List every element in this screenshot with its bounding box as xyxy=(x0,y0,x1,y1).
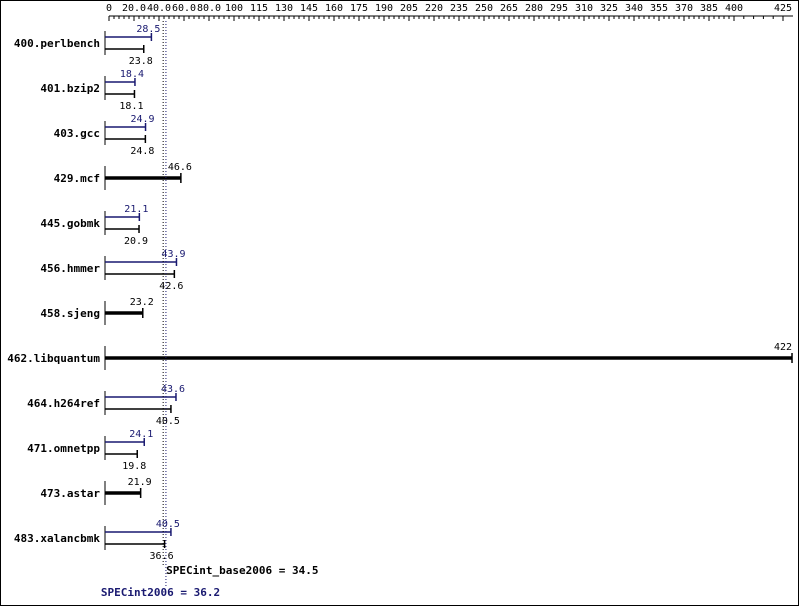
x-tick-label: 425 xyxy=(774,3,792,14)
benchmark-label: 483.xalancbmk xyxy=(14,532,100,545)
peak-summary-label: SPECint2006 = 36.2 xyxy=(101,586,220,599)
benchmark-label: 400.perlbench xyxy=(14,37,100,50)
benchmark-label: 462.libquantum xyxy=(7,352,100,365)
x-tick-label: 310 xyxy=(575,3,593,14)
x-tick-label: 100 xyxy=(225,3,243,14)
x-tick-label: 160 xyxy=(325,3,343,14)
base-value-label: 23.8 xyxy=(129,56,153,67)
base-value-label: 36.6 xyxy=(150,551,174,562)
benchmark-row: 471.omnetpp 24.1 19.8 xyxy=(27,429,153,472)
benchmark-label: 403.gcc xyxy=(54,127,100,140)
x-tick-label: 385 xyxy=(700,3,718,14)
base-value-label: 19.8 xyxy=(122,461,146,472)
benchmark-label: 471.omnetpp xyxy=(27,442,100,455)
base-value-label: 40.5 xyxy=(156,416,180,427)
peak-value-label: 28.5 xyxy=(136,24,160,35)
x-tick-label: 0 xyxy=(106,3,112,14)
x-tick-label: 340 xyxy=(625,3,643,14)
peak-value-label: 40.5 xyxy=(156,519,180,530)
benchmark-row: 400.perlbench 28.5 23.8 xyxy=(14,24,161,67)
peak-value-label: 24.1 xyxy=(129,429,153,440)
benchmark-row: 401.bzip2 18.4 18.1 xyxy=(40,69,144,112)
benchmark-row: 445.gobmk 21.1 20.9 xyxy=(40,204,148,247)
base-value-label: 422 xyxy=(774,342,792,353)
x-tick-label: 370 xyxy=(675,3,693,14)
benchmark-row: 429.mcf 46.6 xyxy=(54,162,192,190)
benchmark-label: 458.sjeng xyxy=(40,307,100,320)
x-tick-label: 60.0 xyxy=(172,3,196,14)
base-value-label: 21.9 xyxy=(128,477,152,488)
benchmark-label: 464.h264ref xyxy=(27,397,100,410)
base-summary-label: SPECint_base2006 = 34.5 xyxy=(166,564,318,577)
benchmark-label: 401.bzip2 xyxy=(40,82,100,95)
x-tick-label: 40.0 xyxy=(147,3,171,14)
x-tick-label: 250 xyxy=(475,3,493,14)
benchmark-row: 473.astar 21.9 xyxy=(40,477,152,505)
x-tick-label: 400 xyxy=(725,3,743,14)
x-tick-label: 80.0 xyxy=(197,3,221,14)
x-axis: 0 20.0 40.0 60.0 80.0 100 115 130 145 160 175 190 20… xyxy=(106,3,793,21)
benchmark-row: 403.gcc 24.9 24.8 xyxy=(54,114,155,157)
x-tick-label: 265 xyxy=(500,3,518,14)
x-tick-label: 130 xyxy=(275,3,293,14)
x-tick-label: 20.0 xyxy=(122,3,146,14)
peak-value-label: 21.1 xyxy=(124,204,148,215)
peak-value-label: 43.9 xyxy=(161,249,185,260)
base-value-label: 23.2 xyxy=(130,297,154,308)
x-tick-label: 175 xyxy=(350,3,368,14)
benchmark-row: 483.xalancbmk 40.5 36.6 xyxy=(14,519,180,562)
benchmark-label: 456.hmmer xyxy=(40,262,100,275)
x-tick-label: 325 xyxy=(600,3,618,14)
benchmark-label: 445.gobmk xyxy=(40,217,100,230)
benchmark-label: 429.mcf xyxy=(54,172,100,185)
base-value-label: 24.8 xyxy=(130,146,154,157)
benchmark-row: 456.hmmer 43.9 42.6 xyxy=(40,249,185,292)
bars: 400.perlbench28.523.8401.bzip218.418.140… xyxy=(7,24,793,562)
peak-value-label: 24.9 xyxy=(130,114,154,125)
base-value-label: 20.9 xyxy=(124,236,148,247)
reference-lines: SPECint_base2006 = 34.5 SPECint2006 = 36.… xyxy=(101,21,318,599)
x-tick-label: 220 xyxy=(425,3,443,14)
benchmark-row: 464.h264ref 43.6 40.5 xyxy=(27,384,185,427)
x-tick-label: 295 xyxy=(550,3,568,14)
x-tick-label: 355 xyxy=(650,3,668,14)
x-tick-label: 190 xyxy=(375,3,393,14)
base-value-label: 42.6 xyxy=(159,281,183,292)
x-tick-label: 205 xyxy=(400,3,418,14)
x-tick-label: 280 xyxy=(525,3,543,14)
x-tick-label: 235 xyxy=(450,3,468,14)
x-tick-label: 145 xyxy=(300,3,318,14)
base-value-label: 46.6 xyxy=(168,162,192,173)
peak-value-label: 18.4 xyxy=(120,69,144,80)
benchmark-row: 462.libquantum 422 xyxy=(7,342,793,370)
benchmark-label: 473.astar xyxy=(40,487,100,500)
benchmark-row: 458.sjeng 23.2 xyxy=(40,297,154,325)
base-value-label: 18.1 xyxy=(119,101,143,112)
peak-value-label: 43.6 xyxy=(161,384,185,395)
x-tick-label: 115 xyxy=(250,3,268,14)
